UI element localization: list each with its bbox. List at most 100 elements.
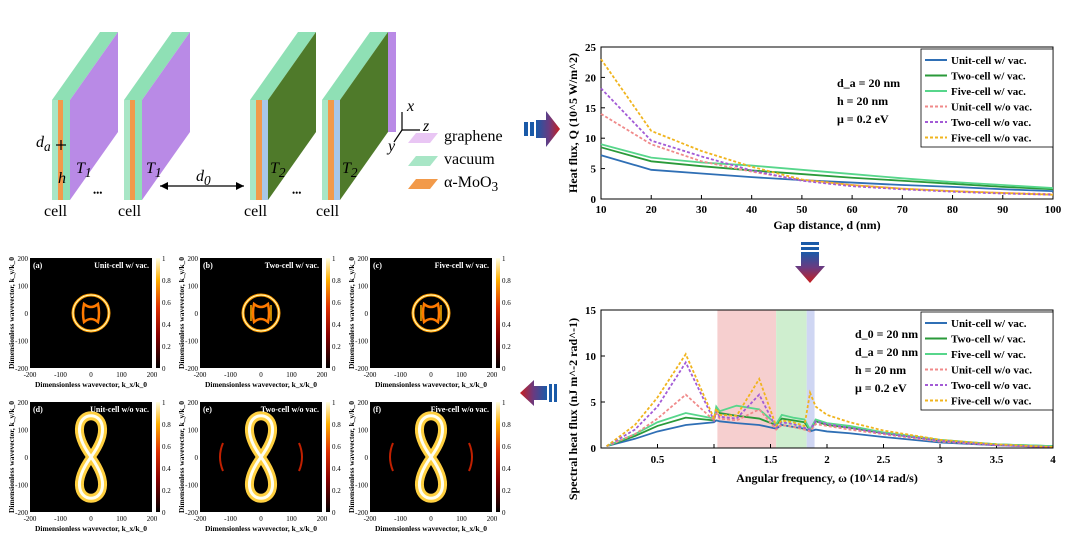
x-tick-label: 200 <box>487 371 498 379</box>
x-tick-label: -100 <box>54 515 67 523</box>
y-tick-label: 100 <box>18 283 29 291</box>
heatmap-panel <box>200 258 322 368</box>
y-tick-label: 200 <box>18 255 29 263</box>
t1-label-1: T1 <box>76 160 92 181</box>
colorbar-tick: 0.6 <box>502 443 511 451</box>
y-tick-label: 25 <box>585 42 597 54</box>
colorbar-tick: 0.6 <box>162 299 171 307</box>
series-line-1 <box>606 419 1054 448</box>
y-tick-label: 15 <box>585 305 597 317</box>
x-tick-label: -100 <box>394 515 407 523</box>
x-axis-label: Dimensionless wavevector, k_x/k_0 <box>205 380 317 389</box>
y-axis-label: Spectral heat flux (nJ m^-2 rad^-1) <box>566 318 580 500</box>
y-axis-label: Dimensionless wavevector, k_y/k_0 <box>347 257 356 369</box>
colorbar-tick: 0.8 <box>502 277 511 285</box>
y-tick-label: 200 <box>358 399 369 407</box>
y-tick-label: 100 <box>358 427 369 435</box>
dispersion-lobe <box>81 301 101 325</box>
legend-entry: Unit-cell w/o vac. <box>951 365 1032 377</box>
colorbar-tick: 0 <box>502 365 506 373</box>
colorbar-tick: 0.8 <box>502 421 511 429</box>
x-tick-label: 0 <box>429 371 433 379</box>
y-tick-label: -100 <box>185 482 198 490</box>
y-tick-label: 0 <box>365 454 369 462</box>
y-tick-label: 100 <box>18 427 29 435</box>
legend-entry: Two-cell w/o vac. <box>951 117 1031 129</box>
param-text: h = 20 nm <box>837 94 888 108</box>
y-tick-label: 0 <box>25 310 29 318</box>
colorbar <box>156 258 160 368</box>
x-tick-label: 200 <box>147 371 158 379</box>
panel-tag: (f) <box>373 405 381 414</box>
panel-title: Two-cell w/ vac. <box>265 261 319 270</box>
slab-1 <box>52 32 118 200</box>
series-line-1 <box>600 154 1054 192</box>
flow-arrow-right <box>524 111 560 147</box>
axis-y-label: y <box>388 138 396 155</box>
y-tick-label: 10 <box>585 133 597 145</box>
colorbar-tick: 0 <box>162 509 166 517</box>
y-tick-label: 20 <box>585 72 597 84</box>
flow-arrow-down <box>795 242 825 283</box>
branch-line <box>219 442 224 472</box>
x-tick-label: 0.5 <box>651 454 665 466</box>
ellipsis-1: ••• <box>93 188 103 198</box>
colorbar <box>326 258 330 368</box>
colorbar <box>326 402 330 512</box>
x-axis-label: Dimensionless wavevector, k_x/k_0 <box>35 380 147 389</box>
branch-line <box>468 442 473 472</box>
panel-tag: (a) <box>33 261 43 270</box>
param-text: h = 20 nm <box>855 363 906 377</box>
x-tick-label: 200 <box>317 371 328 379</box>
dispersion-lobe <box>251 301 271 325</box>
x-tick-label: 4 <box>1050 454 1056 466</box>
y-axis-label: Dimensionless wavevector, k_y/k_0 <box>7 401 16 513</box>
legend-entry: Unit-cell w/ vac. <box>951 55 1027 67</box>
y-tick-label: 0 <box>591 443 597 455</box>
branch-line <box>389 442 394 472</box>
y-tick-label: -100 <box>15 482 28 490</box>
flow-arrow-left <box>520 380 557 406</box>
legend-entry: Two-cell w/ vac. <box>951 334 1026 346</box>
legend-label-vacuum: vacuum <box>444 151 495 168</box>
x-tick-label: 60 <box>847 204 859 216</box>
x-tick-label: 100 <box>456 515 467 523</box>
y-tick-label: 200 <box>188 255 199 263</box>
colorbar-tick: 0.4 <box>332 321 341 329</box>
x-tick-label: 80 <box>947 204 959 216</box>
y-axis-label: Dimensionless wavevector, k_y/k_0 <box>177 257 186 369</box>
colorbar-tick: 0.4 <box>502 465 511 473</box>
y-tick-label: 200 <box>18 399 29 407</box>
panel-title: Five-cell w/o vac. <box>431 405 489 414</box>
param-text: μ = 0.2 eV <box>837 112 889 126</box>
x-tick-label: -200 <box>24 515 37 523</box>
x-tick-label: -100 <box>224 515 237 523</box>
x-tick-label: -200 <box>194 371 207 379</box>
y-tick-label: 10 <box>585 351 597 363</box>
y-tick-label: 100 <box>188 283 199 291</box>
colorbar-tick: 0 <box>332 509 336 517</box>
legend-box <box>920 48 1054 148</box>
x-tick-label: 0 <box>89 371 93 379</box>
panel-title: Unit-cell w/o vac. <box>90 405 149 414</box>
colorbar-tick: 1 <box>332 399 336 407</box>
dispersion-lobe <box>421 301 441 325</box>
y-tick-label: -200 <box>185 365 198 373</box>
y-tick-label: -100 <box>185 338 198 346</box>
x-tick-label: 100 <box>456 371 467 379</box>
panel-title: Five-cell w/ vac. <box>435 261 489 270</box>
heatmap-grid: (a) Unit-cell w/ vac. 0 0.2 0.4 0.6 0.8 1 -200 -1… <box>7 255 511 533</box>
legend-entry: Five-cell w/ vac. <box>951 349 1026 361</box>
x-tick-label: 100 <box>116 515 127 523</box>
x-tick-label: 100 <box>1045 204 1062 216</box>
y-tick-label: -200 <box>15 365 28 373</box>
x-axis-label: Dimensionless wavevector, k_x/k_0 <box>35 524 147 533</box>
y-tick-label: -200 <box>185 509 198 517</box>
x-tick-label: 200 <box>317 515 328 523</box>
legend-entry: Five-cell w/o vac. <box>951 396 1032 408</box>
colorbar-tick: 1 <box>162 399 166 407</box>
x-tick-label: -100 <box>394 371 407 379</box>
legend-entry: Unit-cell w/ vac. <box>951 318 1027 330</box>
x-tick-label: 90 <box>997 204 1009 216</box>
colorbar-tick: 0.2 <box>332 343 341 351</box>
